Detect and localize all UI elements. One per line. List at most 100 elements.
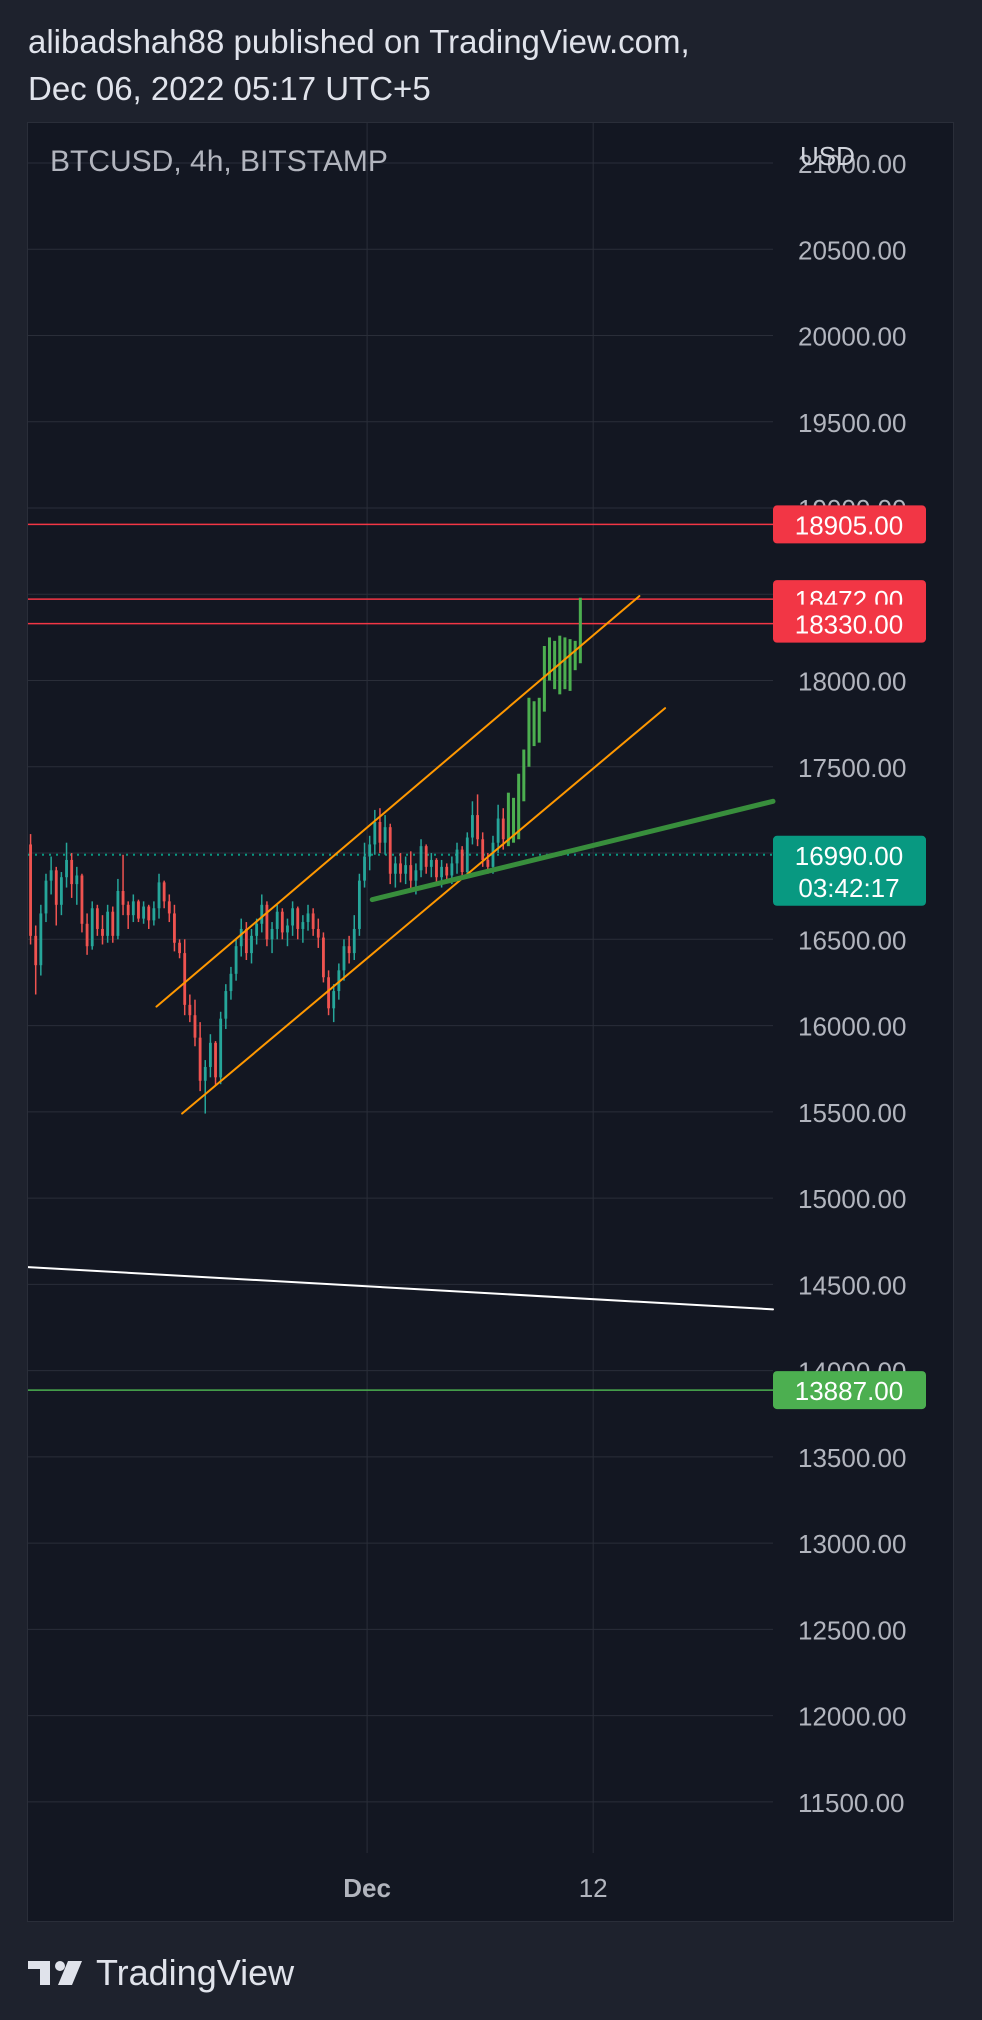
y-tick-label: 15500.00 [798,1098,906,1128]
y-tick-label: 15000.00 [798,1184,906,1214]
candle-body [501,818,505,840]
x-tick-label: Dec [343,1873,391,1903]
candle-body [116,891,120,936]
candle-body [399,863,402,874]
candle-body [352,928,356,954]
candle-body [167,901,171,914]
candle-body [65,859,68,878]
candle-body [142,906,146,919]
candle-body [59,877,63,905]
candle-body [537,704,541,733]
candle-body [368,844,372,857]
candle-body [260,904,264,924]
price-chart[interactable]: 21000.0020500.0020000.0019500.0019000.00… [28,123,954,1922]
currency-label: USD [800,141,855,171]
current-price-badge [773,835,926,906]
y-tick-label: 16500.00 [798,925,906,955]
candle-body [373,821,377,845]
candle-body [507,808,510,840]
candle-body [296,908,300,929]
candle-body [49,870,53,881]
y-tick-label: 11500.00 [798,1788,905,1818]
candle-body [193,1015,197,1038]
candle-body [95,908,99,929]
candle-body [486,859,490,867]
candle-body [378,821,382,843]
candle-body [70,859,74,885]
candle-body [347,946,351,954]
grid [28,123,773,1853]
level-label: 18905.00 [795,510,903,540]
candle-body [126,904,130,916]
trendline-long-term-white [28,1266,774,1311]
candle-body [90,908,94,947]
candle-body [178,942,181,954]
candle-body [188,1004,192,1016]
level-label: 18330.00 [795,610,903,640]
candle-body [208,1042,212,1067]
candle-body [316,928,320,938]
candle-body [404,865,408,874]
y-tick-label: 21000.00 [798,149,906,179]
candle-body [101,928,104,936]
candle-body [224,991,228,1019]
y-tick-label: 12000.00 [798,1702,906,1732]
candle-body [419,846,423,871]
candle-body [75,875,79,885]
candle-body [460,849,464,873]
candle-body [393,863,397,874]
candle-body [481,839,485,860]
candle-body [388,827,392,874]
candle-body [286,925,289,933]
horizontal-levels [28,523,773,1391]
trendlines [28,595,776,1311]
trendline-channel-upper [155,595,641,1008]
candle-body [306,913,310,923]
time-axis: Dec 12 [343,1873,607,1903]
symbol-label: BTCUSD, 4h, BITSTAMP [50,145,388,178]
x-tick-label: 12 [579,1873,608,1903]
candle-body [332,991,336,1009]
candle-body [435,859,438,878]
candle-body [152,908,156,921]
candle-body [265,904,269,940]
candle-body [301,922,305,929]
candle-body [270,928,274,940]
candle-body [440,866,444,878]
candle-body [229,973,233,992]
candle-body [414,870,418,881]
candle-body [445,866,449,876]
candle-body [342,946,346,971]
candle-body [512,808,515,833]
y-tick-label: 19500.00 [798,408,906,438]
footer: TradingView [28,1952,294,1994]
candle-body [383,827,387,843]
candle-body [39,913,43,966]
candle-body [496,818,500,843]
candle-body [137,901,140,919]
candle-body [29,844,32,936]
candle-body [131,901,135,916]
candle-body [183,953,187,1005]
candle-body [34,935,38,966]
tradingview-logo-icon [28,1961,82,1985]
candle-body [311,913,315,929]
y-tick-label: 16000.00 [798,1012,906,1042]
candle-body [455,849,459,864]
candle-body [563,646,567,683]
candle-body [157,882,161,909]
candle-body [255,923,259,936]
candle-body [54,870,58,905]
y-tick-label: 17500.00 [798,753,906,783]
candle-body [579,601,582,660]
trendline-channel-lower [181,707,667,1115]
candle-body [244,928,248,954]
candle-body [322,937,325,978]
publish-date: Dec 06, 2022 05:17 UTC+5 [28,70,431,107]
candle-body [429,859,433,867]
chart-panel[interactable]: 21000.0020500.0020000.0019500.0019000.00… [27,122,954,1922]
candle-body [553,649,556,679]
candle-body [219,1018,223,1078]
candle-body [573,649,577,660]
candle-body [280,911,284,933]
